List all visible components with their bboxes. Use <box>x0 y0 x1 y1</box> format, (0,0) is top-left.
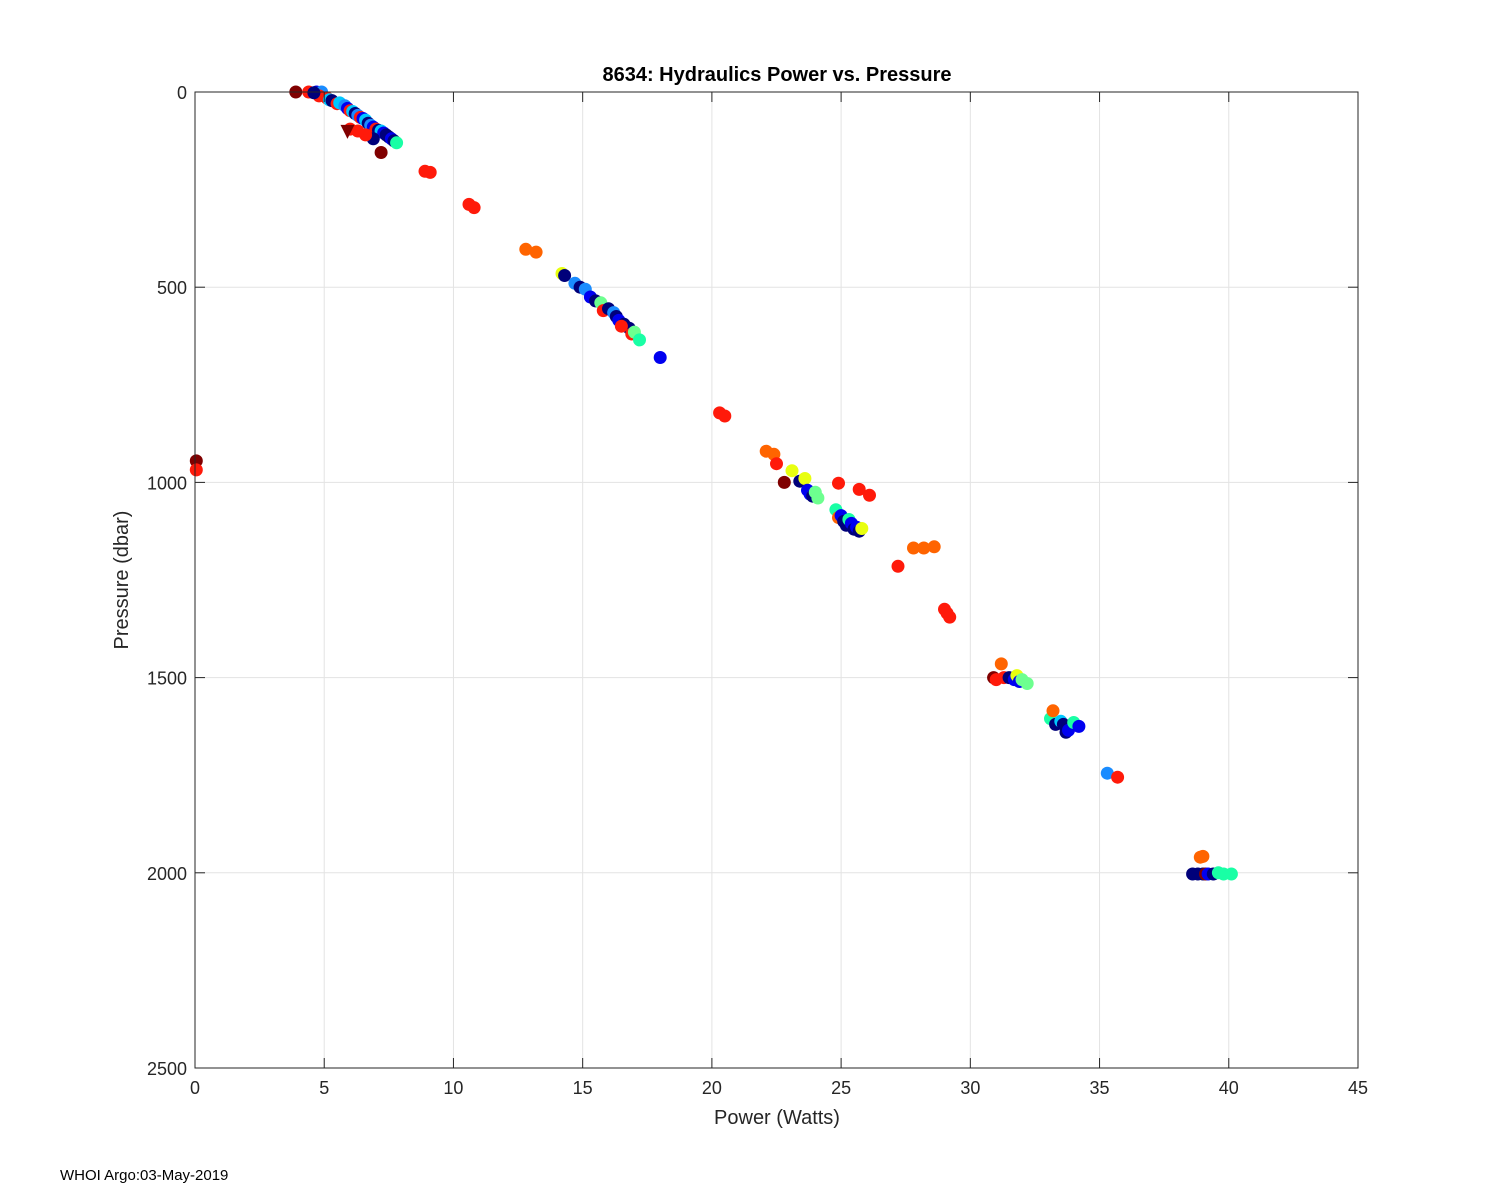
footer-credit: WHOI Argo:03-May-2019 <box>60 1167 229 1184</box>
x-tick-label: 25 <box>831 1078 851 1098</box>
data-point <box>633 333 646 347</box>
data-point <box>189 463 203 477</box>
data-point <box>189 454 203 468</box>
data-point <box>1020 677 1034 690</box>
data-point <box>811 491 825 505</box>
x-axis-label: Power (Watts) <box>714 1107 840 1129</box>
x-tick-label: 5 <box>319 1078 329 1098</box>
y-tick-label: 0 <box>177 83 187 103</box>
data-point <box>558 269 572 282</box>
data-point <box>1224 867 1238 881</box>
x-tick-label: 20 <box>702 1078 722 1098</box>
data-point <box>467 201 481 215</box>
data-point <box>855 522 869 535</box>
axis-ticks: 0 5 10 15 20 25 30 35 40 45 0 500 1000 1500 2000 2500 <box>147 83 1368 1098</box>
y-axis-label: Pressure (dbar) <box>111 511 133 650</box>
data-point <box>614 319 628 333</box>
data-point <box>390 136 404 150</box>
x-tick-label: 40 <box>1219 1078 1239 1098</box>
x-tick-label: 35 <box>1090 1078 1110 1098</box>
data-point <box>777 475 791 489</box>
x-tick-label: 15 <box>573 1078 593 1098</box>
data-point <box>785 464 799 478</box>
data-point <box>927 540 941 554</box>
scatter-points <box>189 85 1238 881</box>
y-tick-label: 1000 <box>147 473 187 493</box>
y-tick-label: 2000 <box>147 864 187 884</box>
data-point <box>1072 719 1086 733</box>
data-point <box>770 457 783 471</box>
data-point <box>863 488 876 502</box>
data-point <box>852 482 866 496</box>
axes-frame <box>194 91 1359 1069</box>
data-point <box>891 559 905 573</box>
y-tick-label: 2500 <box>147 1059 187 1079</box>
y-tick-label: 500 <box>157 278 187 298</box>
data-point <box>1111 770 1125 784</box>
data-point <box>423 165 437 179</box>
data-point <box>798 472 812 485</box>
data-point <box>943 610 957 624</box>
x-tick-label: 0 <box>190 1078 200 1098</box>
data-point <box>832 476 845 490</box>
data-point <box>374 146 388 159</box>
data-point <box>653 351 667 364</box>
data-point <box>718 409 732 423</box>
x-tick-label: 10 <box>443 1078 463 1098</box>
data-point <box>917 541 931 555</box>
data-point <box>1196 849 1210 863</box>
data-point <box>529 245 543 259</box>
data-point <box>1046 704 1060 718</box>
data-point <box>994 657 1008 671</box>
y-tick-label: 1500 <box>147 669 187 689</box>
data-point-triangle <box>340 124 355 139</box>
chart-title: 8634: Hydraulics Power vs. Pressure <box>602 64 951 86</box>
x-tick-label: 30 <box>960 1078 980 1098</box>
data-point <box>519 242 533 256</box>
data-point <box>307 86 321 100</box>
x-tick-label: 45 <box>1348 1078 1368 1098</box>
data-point <box>1100 766 1114 780</box>
data-point <box>907 541 920 555</box>
